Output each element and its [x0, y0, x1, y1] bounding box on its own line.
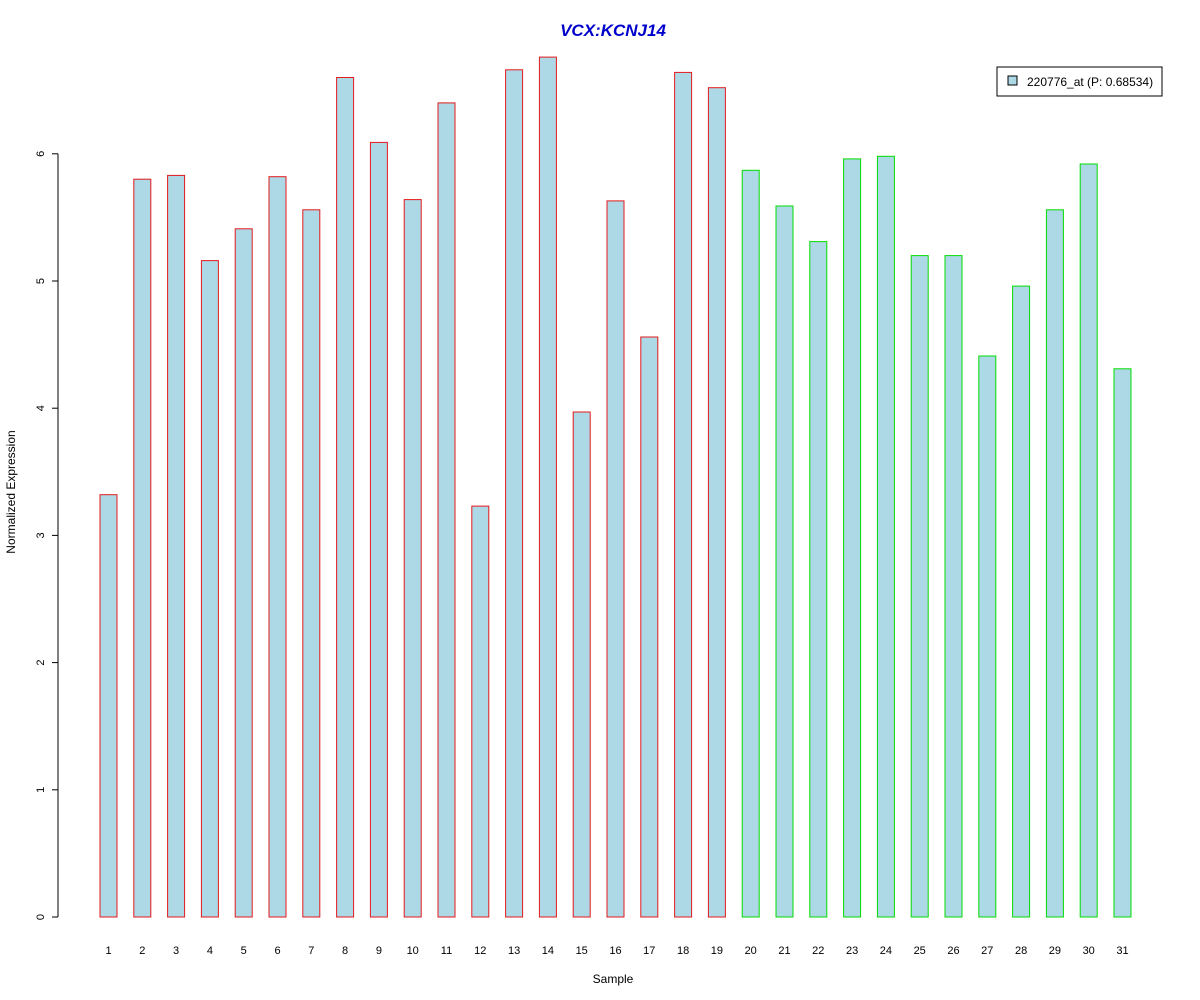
x-tick-label: 5: [241, 945, 247, 957]
x-tick-label: 31: [1116, 945, 1128, 957]
chart-title: VCX:KCNJ14: [560, 21, 666, 40]
legend-label: 220776_at (P: 0.68534): [1027, 75, 1153, 89]
bar: [133, 178, 152, 918]
x-tick-label: 2: [139, 945, 145, 957]
legend-box: [996, 66, 1163, 97]
bar: [167, 174, 186, 918]
x-tick-label: 10: [407, 945, 419, 957]
x-tick-label: 30: [1083, 945, 1095, 957]
bar: [268, 176, 287, 918]
bar: [876, 155, 895, 918]
x-tick-label: 26: [947, 945, 959, 957]
bar: [944, 255, 963, 918]
x-tick-label: 3: [173, 945, 179, 957]
x-tick-label: 19: [711, 945, 723, 957]
bar: [1079, 163, 1098, 918]
x-tick-label: 27: [981, 945, 993, 957]
y-tick-label: 6: [35, 151, 47, 157]
x-tick-label: 24: [880, 945, 892, 957]
bar: [471, 505, 490, 918]
x-axis-tick-labels: 1 2 3 4 5 6 7 8 9 10 11 12 13 14 15 16 17 18 19 20 21 22 23 24 2…: [105, 945, 1128, 957]
y-tick-label: 4: [35, 405, 47, 411]
bar: [809, 241, 828, 918]
x-tick-label: 11: [441, 945, 452, 957]
bar: [538, 56, 557, 918]
bar: [336, 77, 355, 918]
bar: [99, 494, 118, 918]
bar: [369, 141, 388, 918]
bar: [200, 260, 219, 918]
legend: 220776_at (P: 0.68534): [996, 66, 1163, 97]
bar: [234, 228, 253, 918]
bar: [910, 255, 929, 918]
x-tick-label: 13: [508, 945, 520, 957]
x-tick-label: 1: [105, 945, 111, 957]
bar: [775, 205, 794, 918]
bars: [99, 56, 1132, 918]
x-tick-label: 18: [677, 945, 689, 957]
x-tick-label: 21: [778, 945, 790, 957]
bar: [606, 200, 625, 918]
bar: [1045, 209, 1064, 918]
y-tick-label: 3: [35, 532, 47, 538]
y-axis: 0 1 2 3 4 5 6: [35, 151, 59, 920]
x-tick-label: 14: [542, 945, 554, 957]
x-tick-label: 4: [207, 945, 213, 957]
y-tick-label: 1: [35, 787, 47, 793]
y-tick-label: 5: [35, 278, 47, 284]
x-tick-label: 16: [609, 945, 621, 957]
y-axis-label: Normalized Expression: [4, 430, 18, 553]
x-axis-label: Sample: [593, 972, 634, 986]
x-tick-label: 9: [376, 945, 382, 957]
bar: [741, 169, 760, 918]
x-tick-label: 23: [846, 945, 858, 957]
x-tick-label: 12: [474, 945, 486, 957]
x-tick-label: 17: [643, 945, 655, 957]
x-tick-label: 20: [745, 945, 757, 957]
bar: [1113, 368, 1132, 918]
bar: [403, 199, 422, 918]
bar: [843, 158, 862, 918]
legend-swatch: [1007, 75, 1018, 86]
x-tick-label: 29: [1049, 945, 1061, 957]
bar: [572, 411, 591, 918]
x-tick-label: 22: [812, 945, 824, 957]
bar: [674, 71, 693, 918]
bar: [707, 87, 726, 918]
bar: [640, 336, 659, 918]
x-tick-label: 6: [274, 945, 280, 957]
y-tick-label: 2: [35, 660, 47, 666]
x-tick-label: 8: [342, 945, 348, 957]
bar: [302, 209, 321, 918]
bar: [437, 102, 456, 918]
x-tick-label: 25: [914, 945, 926, 957]
x-tick-label: 28: [1015, 945, 1027, 957]
bar: [505, 69, 524, 918]
bar: [978, 355, 997, 918]
bar: [1012, 285, 1031, 918]
x-tick-label: 15: [576, 945, 588, 957]
y-tick-label: 0: [35, 914, 47, 920]
x-tick-label: 7: [308, 945, 314, 957]
